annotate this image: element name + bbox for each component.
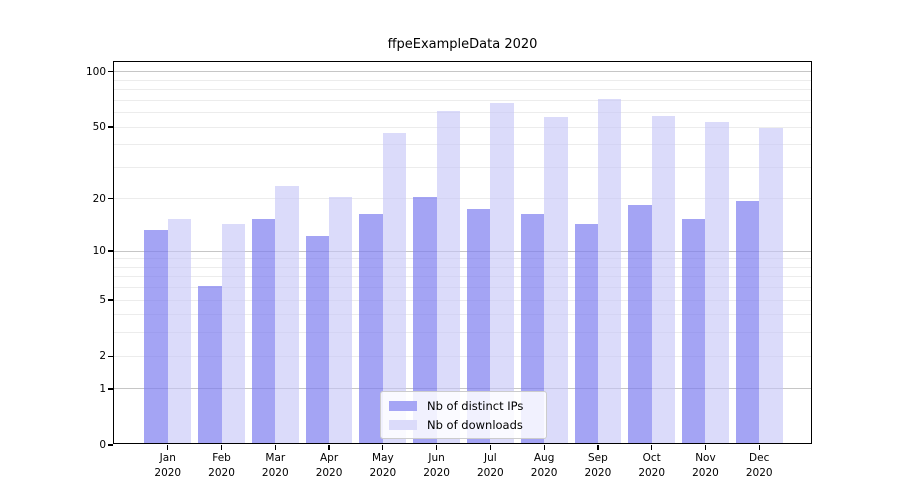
- bar-jan-downloads: [167, 218, 192, 443]
- x-tick-label: Feb 2020: [208, 452, 235, 479]
- major-gridline: [114, 250, 811, 252]
- y-tick-label: 5: [99, 294, 106, 307]
- bar-jun-distinct-ips: [413, 196, 437, 443]
- x-axis-tick: [220, 444, 223, 450]
- bar-sep-downloads: [597, 99, 622, 443]
- legend-swatch-downloads: [389, 419, 417, 430]
- y-tick-label: 100: [85, 65, 106, 78]
- x-tick-label: Mar 2020: [261, 452, 289, 479]
- bar-jul-distinct-ips: [466, 209, 491, 443]
- y-tick-label: 0: [99, 439, 106, 451]
- y-tick-label: 1: [99, 382, 106, 395]
- minor-gridline: [114, 144, 811, 146]
- x-tick-label: Aug 2020: [530, 452, 558, 479]
- y-tick-label: 10: [92, 245, 106, 258]
- legend-swatch-distinct-ips: [389, 400, 417, 411]
- y-axis-tick: [107, 198, 113, 200]
- bar-apr-downloads: [329, 196, 353, 443]
- bar-nov-distinct-ips: [682, 218, 706, 443]
- chart-title: ffpeExampleData 2020: [387, 37, 538, 52]
- bar-apr-distinct-ips: [305, 235, 330, 443]
- y-tick-label: 2: [99, 350, 106, 363]
- minor-gridline: [114, 332, 811, 334]
- bar-sep-distinct-ips: [574, 224, 598, 443]
- bar-jun-downloads: [436, 110, 460, 443]
- x-tick-label: Jul 2020: [477, 452, 504, 479]
- legend-item: Nb of distinct IPs: [389, 398, 538, 413]
- legend: Nb of distinct IPs Nb of downloads: [380, 391, 547, 439]
- bar-dec-downloads: [759, 128, 783, 443]
- y-axis-tick: [107, 250, 113, 252]
- bar-feb-distinct-ips: [198, 285, 222, 443]
- y-axis-tick: [107, 299, 113, 301]
- bar-oct-distinct-ips: [628, 204, 652, 443]
- minor-gridline: [114, 126, 811, 128]
- minor-gridline: [114, 89, 811, 91]
- minor-gridline: [114, 99, 811, 101]
- minor-gridline: [114, 299, 811, 301]
- x-axis-tick: [543, 444, 545, 450]
- x-axis-tick: [651, 444, 653, 450]
- minor-gridline: [114, 112, 811, 114]
- bar-dec-distinct-ips: [735, 200, 760, 443]
- y-axis-tick: [107, 71, 113, 73]
- x-tick-label: Sep 2020: [584, 452, 612, 479]
- bar-mar-downloads: [275, 186, 299, 443]
- bar-oct-downloads: [651, 116, 676, 443]
- x-axis-tick: [489, 444, 492, 450]
- x-axis-tick: [758, 444, 760, 450]
- bar-may-downloads: [382, 133, 407, 443]
- bar-feb-downloads: [221, 224, 245, 443]
- minor-gridline: [114, 266, 811, 268]
- bar-aug-downloads: [544, 117, 568, 443]
- y-axis-tick: [107, 444, 113, 446]
- y-axis-tick: [107, 388, 113, 390]
- x-tick-label: Jan 2020: [154, 452, 182, 479]
- legend-item: Nb of downloads: [389, 417, 538, 432]
- bar-jul-downloads: [490, 102, 514, 443]
- x-tick-label: Nov 2020: [692, 452, 719, 479]
- y-axis-tick: [107, 355, 113, 357]
- y-axis-tick: [107, 126, 113, 128]
- minor-gridline: [114, 258, 811, 260]
- x-tick-label: Apr 2020: [315, 452, 343, 479]
- minor-gridline: [114, 314, 811, 316]
- x-axis-tick: [704, 444, 707, 450]
- bar-mar-distinct-ips: [251, 218, 276, 443]
- minor-gridline: [114, 287, 811, 289]
- plot-area: 0 1 2 5 10 20 50 100 Jan 2020 Feb 2020 Mar 2020 Apr…: [86, 61, 812, 479]
- minor-gridline: [114, 198, 811, 200]
- x-axis-tick: [274, 444, 276, 450]
- bar-nov-downloads: [705, 121, 729, 443]
- x-tick-label: Jun 2020: [423, 452, 450, 479]
- major-gridline: [114, 71, 811, 73]
- x-axis-tick: [328, 444, 330, 450]
- legend-label-distinct-ips: Nb of distinct IPs: [427, 398, 524, 413]
- bar-may-distinct-ips: [359, 213, 383, 443]
- minor-gridline: [114, 355, 811, 357]
- minor-gridline: [114, 79, 811, 81]
- legend-label-downloads: Nb of downloads: [427, 417, 523, 432]
- x-tick-label: Oct 2020: [638, 452, 666, 479]
- x-axis-tick: [167, 444, 169, 450]
- y-tick-label: 50: [92, 121, 106, 134]
- bar-aug-distinct-ips: [520, 213, 545, 443]
- x-axis-tick: [435, 444, 438, 450]
- x-tick-label: May 2020: [369, 452, 397, 479]
- x-tick-label: Dec 2020: [745, 452, 773, 479]
- minor-gridline: [114, 166, 811, 168]
- minor-gridline: [114, 276, 811, 278]
- bar-jan-distinct-ips: [144, 229, 168, 443]
- major-gridline: [114, 388, 811, 390]
- y-tick-label: 20: [92, 192, 106, 205]
- x-axis-tick: [597, 444, 599, 450]
- x-axis-tick: [382, 444, 384, 450]
